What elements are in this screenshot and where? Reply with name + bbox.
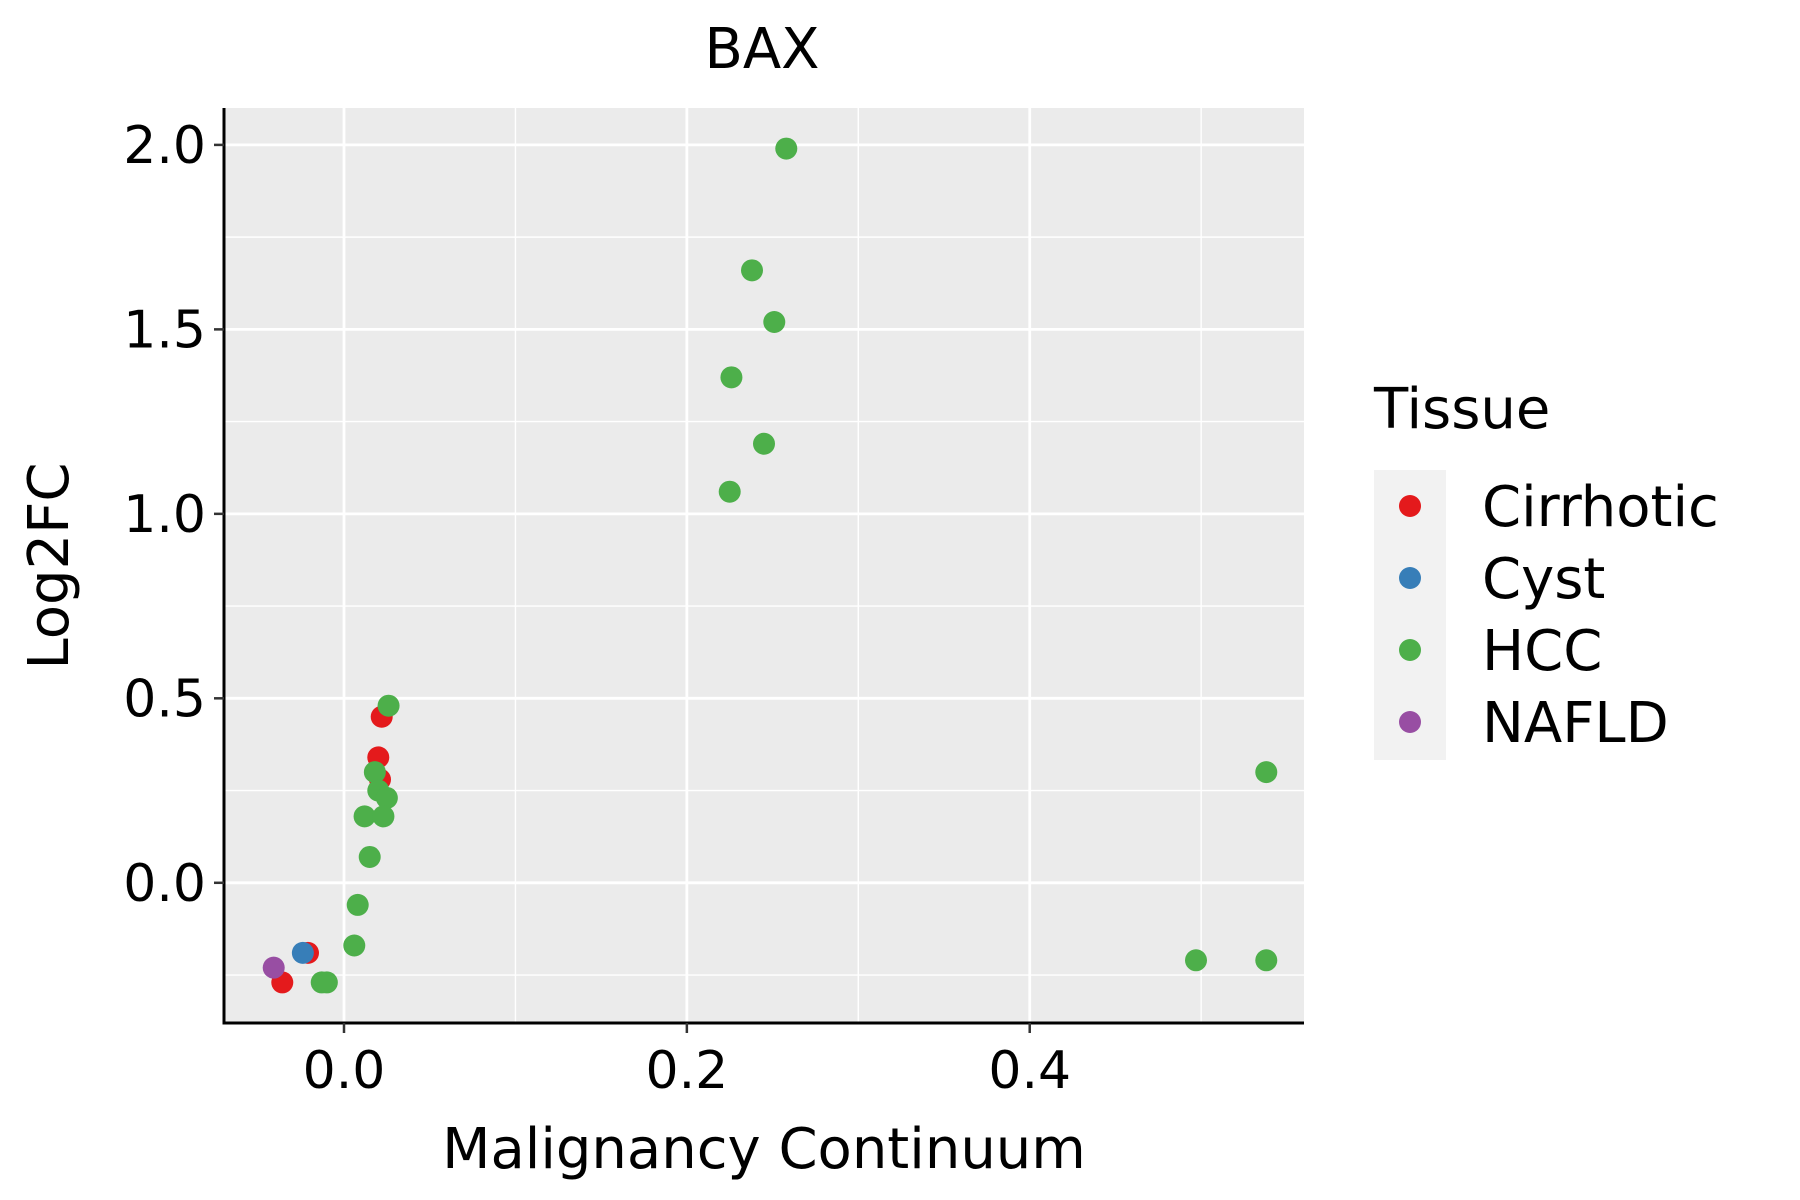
data-point-hcc bbox=[377, 694, 400, 717]
x-axis-title: Malignancy Continuum bbox=[442, 1117, 1086, 1182]
legend-items: Cirrhotic Cyst HCC NAFLD bbox=[1399, 475, 1719, 756]
data-points bbox=[262, 137, 1278, 994]
plot-panel bbox=[224, 108, 1304, 1023]
data-point-hcc bbox=[346, 893, 369, 916]
data-point-hcc bbox=[753, 432, 775, 455]
data-point-hcc bbox=[375, 786, 398, 809]
data-point-hcc bbox=[372, 805, 395, 828]
legend-label-nafld: NAFLD bbox=[1482, 691, 1669, 756]
x-tick-label: 0.2 bbox=[646, 1041, 729, 1101]
data-point-hcc bbox=[1255, 949, 1278, 972]
data-point-hcc bbox=[363, 761, 386, 784]
legend-key-cirrhotic bbox=[1399, 495, 1421, 517]
tick-labels: 0.0 0.2 0.4 0.0 0.5 1.0 1.5 2.0 bbox=[123, 116, 1071, 1101]
grid-lines bbox=[224, 108, 1304, 1023]
data-point-cyst bbox=[291, 941, 314, 964]
legend-label-cyst: Cyst bbox=[1482, 547, 1605, 612]
y-tick-label: 0.5 bbox=[123, 669, 206, 729]
data-point-hcc bbox=[353, 805, 376, 828]
data-point-hcc bbox=[1185, 949, 1207, 972]
y-tick-label: 2.0 bbox=[123, 116, 206, 176]
x-tick-label: 0.0 bbox=[303, 1041, 386, 1101]
legend-key-cyst bbox=[1399, 567, 1421, 589]
legend-label-hcc: HCC bbox=[1482, 619, 1602, 684]
legend-key-hcc bbox=[1399, 639, 1421, 661]
y-axis-title: Log2FC bbox=[17, 463, 82, 670]
y-tick-label: 0.0 bbox=[123, 854, 206, 914]
data-point-hcc bbox=[1255, 761, 1278, 784]
data-point-hcc bbox=[343, 934, 366, 957]
data-point-hcc bbox=[718, 480, 741, 503]
data-point-hcc bbox=[775, 137, 798, 160]
legend-key-nafld bbox=[1399, 711, 1421, 733]
axes bbox=[222, 108, 1304, 1025]
data-point-hcc bbox=[720, 366, 743, 389]
y-tick-label: 1.5 bbox=[123, 300, 206, 360]
data-point-hcc bbox=[315, 971, 338, 994]
chart-title: BAX bbox=[704, 17, 819, 82]
data-point-nafld bbox=[262, 956, 285, 979]
legend-title: Tissue bbox=[1373, 377, 1550, 442]
y-tick-label: 1.0 bbox=[123, 485, 206, 545]
data-point-hcc bbox=[741, 259, 763, 282]
data-point-hcc bbox=[763, 310, 786, 333]
x-tick-label: 0.4 bbox=[988, 1041, 1071, 1101]
legend: Tissue Cirrhotic Cyst HCC NAFLD bbox=[1373, 377, 1719, 760]
data-point-hcc bbox=[358, 845, 381, 868]
legend-label-cirrhotic: Cirrhotic bbox=[1482, 475, 1719, 540]
